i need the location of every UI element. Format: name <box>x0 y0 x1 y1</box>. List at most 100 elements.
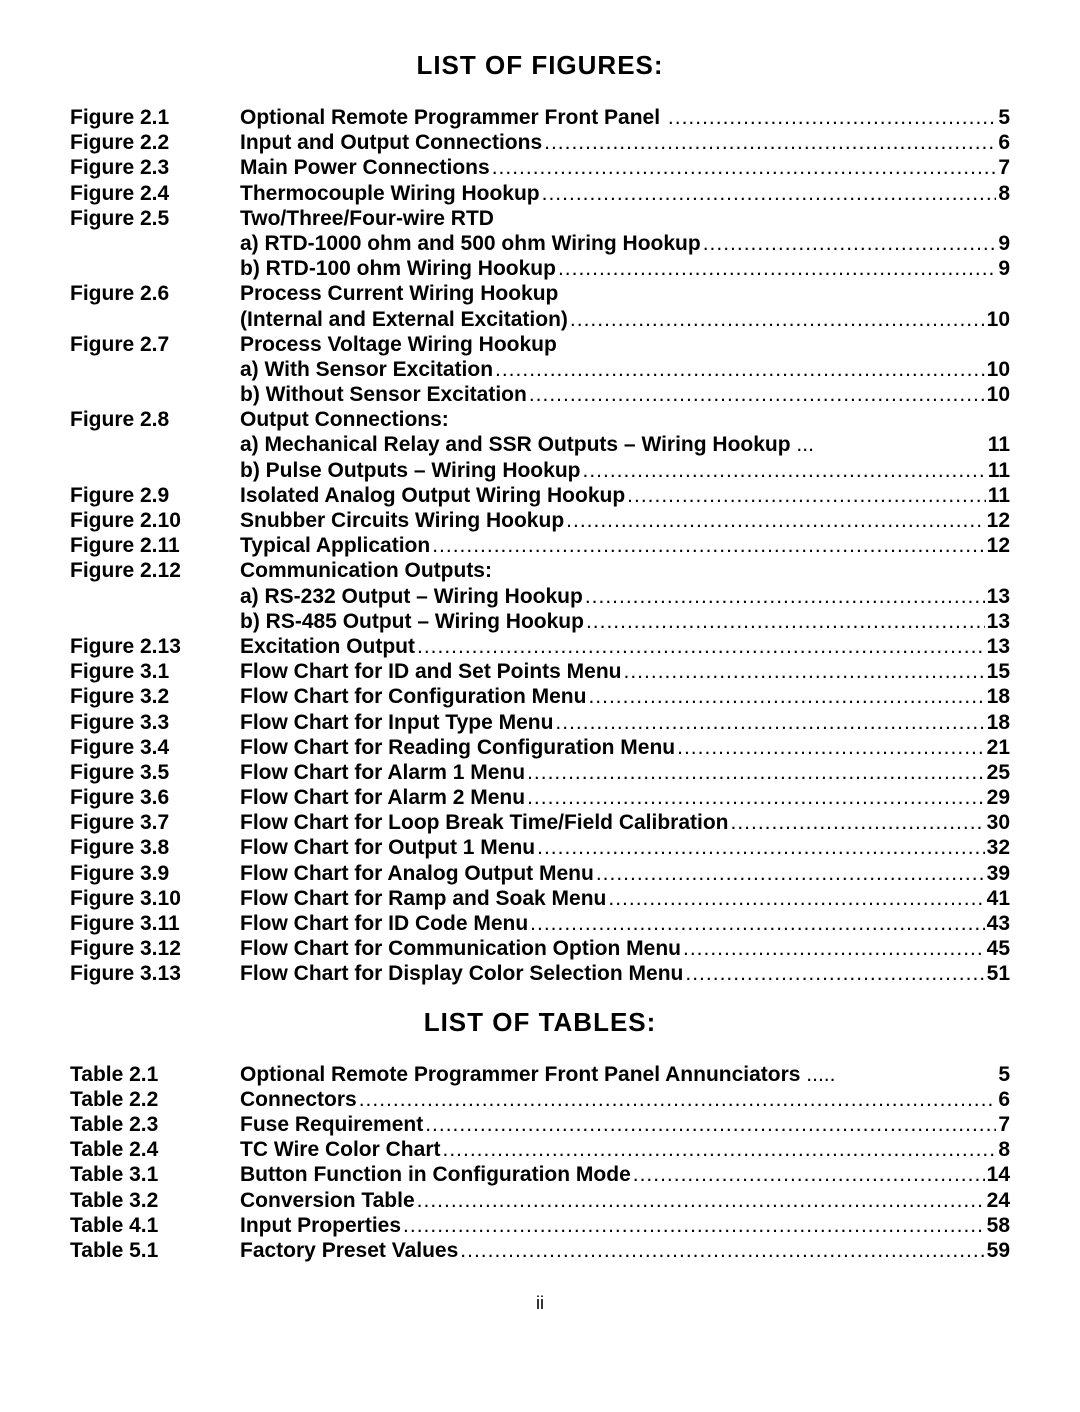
toc-row: Figure 2.5Two/Three/Four-wire RTD <box>70 206 1010 231</box>
figures-list: Figure 2.1Optional Remote Programmer Fro… <box>70 105 1010 987</box>
toc-label: Figure 3.6 <box>70 785 240 810</box>
toc-page: 41 <box>987 886 1010 911</box>
toc-dots: ........................................… <box>624 659 985 684</box>
toc-label: Figure 2.1 <box>70 105 240 130</box>
toc-label: Figure 3.10 <box>70 886 240 911</box>
toc-page: 11 <box>988 432 1010 457</box>
toc-row: Figure 2.7Process Voltage Wiring Hookup <box>70 332 1010 357</box>
toc-subrow: a) Mechanical Relay and SSR Outputs – Wi… <box>70 432 1010 457</box>
toc-page: 13 <box>987 584 1010 609</box>
toc-title: Excitation Output <box>240 634 415 659</box>
toc-label: Figure 2.11 <box>70 533 240 558</box>
toc-row: Figure 2.1Optional Remote Programmer Fro… <box>70 105 1010 130</box>
toc-title: Typical Application <box>240 533 430 558</box>
toc-dots: ........................................… <box>529 382 985 407</box>
toc-row: Table 2.4TC Wire Color Chart............… <box>70 1137 1010 1162</box>
toc-dots: ........................................… <box>530 911 984 936</box>
toc-page: 45 <box>987 936 1010 961</box>
toc-subtitle: b) RS-485 Output – Wiring Hookup <box>240 609 584 634</box>
toc-dots: ........................................… <box>588 684 984 709</box>
toc-label: Figure 3.11 <box>70 911 240 936</box>
toc-title: Flow Chart for ID Code Menu <box>240 911 528 936</box>
toc-label: Figure 3.4 <box>70 735 240 760</box>
toc-row: Table 2.1Optional Remote Programmer Fron… <box>70 1062 1010 1087</box>
toc-subtitle: b) Pulse Outputs – Wiring Hookup <box>240 458 580 483</box>
toc-page: 11 <box>988 483 1010 508</box>
toc-page: 39 <box>987 861 1010 886</box>
toc-subtitle: b) RTD-100 ohm Wiring Hookup <box>240 256 556 281</box>
toc-page: 24 <box>987 1188 1010 1213</box>
toc-title: Process Voltage Wiring Hookup <box>240 332 557 357</box>
toc-subrow: a) RS-232 Output – Wiring Hookup........… <box>70 584 1010 609</box>
toc-title: Communication Outputs: <box>240 558 492 583</box>
toc-label: Table 2.2 <box>70 1087 240 1112</box>
toc-row: Figure 3.2Flow Chart for Configuration M… <box>70 684 1010 709</box>
toc-row: Figure 3.12Flow Chart for Communication … <box>70 936 1010 961</box>
toc-label: Figure 2.13 <box>70 634 240 659</box>
toc-row: Figure 3.8Flow Chart for Output 1 Menu..… <box>70 835 1010 860</box>
toc-title: TC Wire Color Chart <box>240 1137 440 1162</box>
toc-label: Table 3.1 <box>70 1162 240 1187</box>
toc-dots: ........................................… <box>359 1087 997 1112</box>
toc-page: 5 <box>998 105 1010 130</box>
toc-row: Figure 3.9Flow Chart for Analog Output M… <box>70 861 1010 886</box>
toc-title: Optional Remote Programmer Front Panel A… <box>240 1062 800 1087</box>
toc-page: 9 <box>998 231 1010 256</box>
toc-dots: ........................................… <box>596 861 985 886</box>
toc-row: Figure 3.6Flow Chart for Alarm 2 Menu...… <box>70 785 1010 810</box>
toc-page: 30 <box>987 810 1010 835</box>
toc-page: 18 <box>987 710 1010 735</box>
toc-label: Table 3.2 <box>70 1188 240 1213</box>
toc-subrow: b) RS-485 Output – Wiring Hookup........… <box>70 609 1010 634</box>
toc-row: Figure 2.11Typical Application..........… <box>70 533 1010 558</box>
toc-page: 12 <box>987 533 1010 558</box>
toc-subrow: (Internal and External Excitation)......… <box>70 307 1010 332</box>
toc-page: 14 <box>987 1162 1010 1187</box>
toc-dots: ........................................… <box>432 533 984 558</box>
toc-row: Figure 3.1Flow Chart for ID and Set Poin… <box>70 659 1010 684</box>
toc-page: 21 <box>987 735 1010 760</box>
toc-label: Figure 2.3 <box>70 155 240 180</box>
toc-row: Figure 2.9Isolated Analog Output Wiring … <box>70 483 1010 508</box>
toc-dots: ........................................… <box>442 1137 996 1162</box>
toc-title: Isolated Analog Output Wiring Hookup <box>240 483 625 508</box>
toc-page: 10 <box>987 307 1010 332</box>
toc-page: 12 <box>987 508 1010 533</box>
toc-title: Main Power Connections <box>240 155 490 180</box>
toc-dots: ........................................… <box>608 886 984 911</box>
toc-label: Figure 3.1 <box>70 659 240 684</box>
toc-title: Process Current Wiring Hookup <box>240 281 558 306</box>
toc-title: Flow Chart for Loop Break Time/Field Cal… <box>240 810 729 835</box>
toc-dots: ........................................… <box>633 1162 985 1187</box>
toc-dots: ........................................… <box>492 155 997 180</box>
toc-row: Figure 3.10Flow Chart for Ramp and Soak … <box>70 886 1010 911</box>
toc-page: 5 <box>998 1062 1010 1087</box>
toc-row: Table 2.3Fuse Requirement...............… <box>70 1112 1010 1137</box>
toc-subrow: b) RTD-100 ohm Wiring Hookup............… <box>70 256 1010 281</box>
toc-title: Thermocouple Wiring Hookup <box>240 181 540 206</box>
toc-row: Figure 2.13Excitation Output............… <box>70 634 1010 659</box>
toc-row: Figure 2.4Thermocouple Wiring Hookup....… <box>70 181 1010 206</box>
toc-title: Conversion Table <box>240 1188 415 1213</box>
toc-row: Figure 3.5Flow Chart for Alarm 1 Menu...… <box>70 760 1010 785</box>
toc-dots: ........................................… <box>558 256 996 281</box>
toc-page: 13 <box>987 634 1010 659</box>
toc-label: Figure 2.6 <box>70 281 240 306</box>
toc-dots: ........................................… <box>683 936 985 961</box>
toc-row: Figure 2.10Snubber Circuits Wiring Hooku… <box>70 508 1010 533</box>
toc-dots: ........................................… <box>417 634 985 659</box>
toc-label: Figure 2.7 <box>70 332 240 357</box>
toc-subtitle: (Internal and External Excitation) <box>240 307 568 332</box>
toc-dots: ........................................… <box>460 1238 984 1263</box>
toc-label: Figure 2.8 <box>70 407 240 432</box>
toc-page: 43 <box>987 911 1010 936</box>
toc-dots: ........................................… <box>425 1112 996 1137</box>
toc-page: 18 <box>987 684 1010 709</box>
toc-title: Two/Three/Four-wire RTD <box>240 206 494 231</box>
toc-subrow: a) RTD-1000 ohm and 500 ohm Wiring Hooku… <box>70 231 1010 256</box>
toc-dots: ........................................… <box>527 785 985 810</box>
toc-subrow: b) Pulse Outputs – Wiring Hookup........… <box>70 458 1010 483</box>
toc-page: 11 <box>988 458 1010 483</box>
toc-title: Flow Chart for Input Type Menu <box>240 710 553 735</box>
toc-dots: ........................................… <box>685 961 984 986</box>
